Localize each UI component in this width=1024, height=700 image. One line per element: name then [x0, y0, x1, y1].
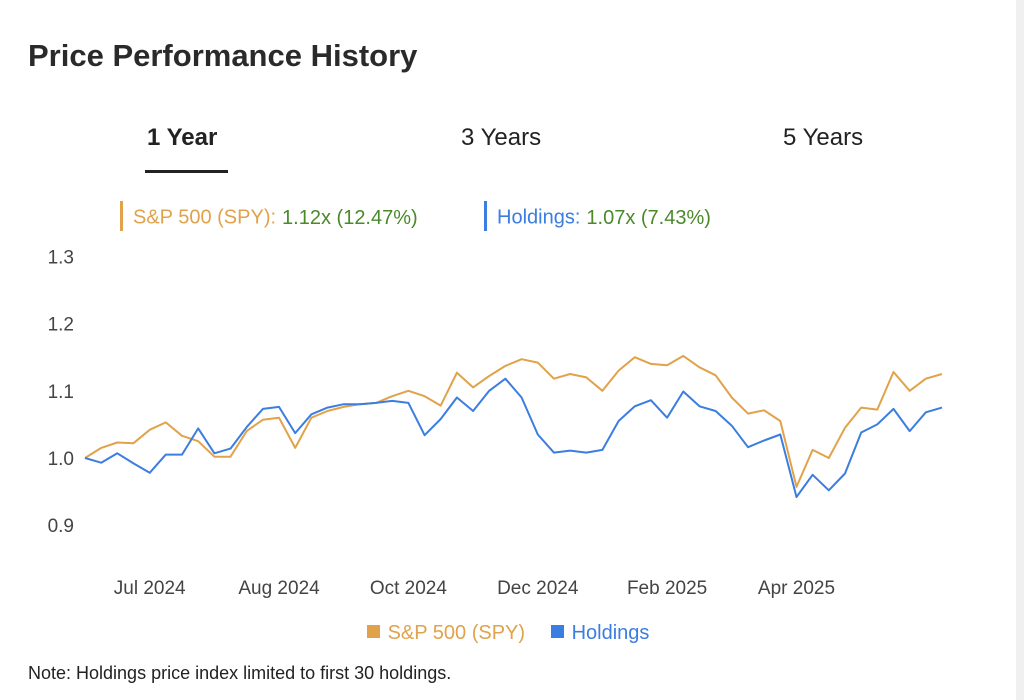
- x-tick-label: Jul 2024: [114, 578, 186, 599]
- legend-label-holdings: Holdings: [571, 622, 650, 644]
- legend-swatch-holdings: [550, 625, 564, 639]
- spy-summary: S&P 500 (SPY): 1.12x (12.47%): [120, 201, 418, 233]
- holdings-summary-value: 1.07x (7.43%): [586, 206, 711, 229]
- legend-item-spy[interactable]: S&P 500 (SPY): [366, 622, 526, 645]
- footnote: Note: Holdings price index limited to fi…: [28, 663, 452, 683]
- y-tick-label: 1.1: [48, 382, 74, 403]
- holdings-summary: Holdings: 1.07x (7.43%): [484, 201, 711, 233]
- legend-item-holdings[interactable]: Holdings: [550, 622, 650, 645]
- page-title: Price Performance History: [28, 38, 418, 73]
- x-tick-label: Dec 2024: [497, 578, 579, 599]
- x-tick-label: Apr 2025: [758, 578, 835, 599]
- x-tick-label: Aug 2024: [238, 578, 320, 599]
- legend-swatch-spy: [366, 625, 380, 639]
- spy-summary-marker: [120, 201, 123, 231]
- chart-legend: S&P 500 (SPY) Holdings: [0, 622, 1016, 645]
- spy-summary-label: S&P 500 (SPY):: [133, 206, 277, 229]
- y-tick-label: 1.2: [48, 315, 74, 336]
- tab-3-years[interactable]: 3 Years: [461, 124, 542, 151]
- line-chart: 1.3 1.2 1.1 1.0 0.9 Jul 2024 Aug 2024 Oct 2024 D…: [48, 247, 943, 599]
- tab-1-year[interactable]: 1 Year: [147, 124, 218, 151]
- holdings-summary-marker: [484, 201, 487, 231]
- x-tick-label: Feb 2025: [627, 578, 707, 599]
- y-tick-label: 1.0: [48, 449, 74, 470]
- series-line-holdings[interactable]: [84, 377, 943, 498]
- y-tick-label: 1.3: [48, 247, 74, 268]
- x-tick-label: Oct 2024: [370, 578, 448, 599]
- legend-label-spy: S&P 500 (SPY): [387, 622, 526, 644]
- tab-5-years[interactable]: 5 Years: [783, 124, 864, 151]
- y-tick-label: 0.9: [48, 516, 74, 537]
- series-line-spy[interactable]: [84, 354, 943, 488]
- active-tab-indicator: [145, 170, 228, 173]
- spy-summary-value: 1.12x (12.47%): [282, 206, 418, 229]
- holdings-summary-label: Holdings:: [497, 206, 581, 229]
